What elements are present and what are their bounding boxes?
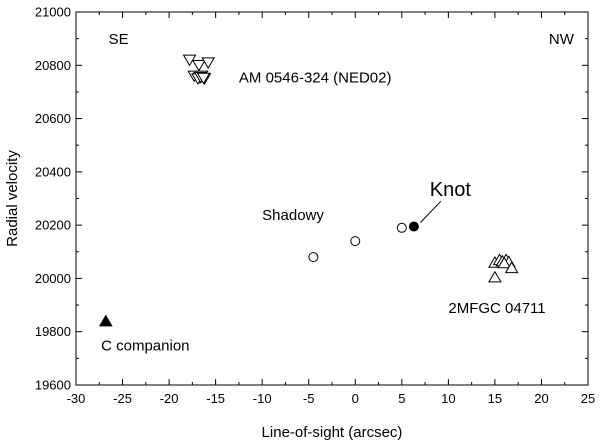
data-point-triangle-down — [201, 57, 216, 70]
annotation-label: 2MFGC 04711 — [448, 300, 545, 317]
x-tick-label: 0 — [352, 391, 359, 406]
annotation-label: AM 0546-324 (NED02) — [239, 70, 392, 87]
x-tick-label: 5 — [398, 391, 405, 406]
x-tick-label: 10 — [441, 391, 455, 406]
data-point-circle-filled — [408, 221, 419, 232]
data-point-triangle-up — [497, 256, 512, 269]
axis-ticks — [75, 11, 589, 386]
x-tick-label: -30 — [67, 391, 86, 406]
y-tick-label: 20800 — [35, 58, 71, 73]
annotation-label: Shadowy — [262, 207, 324, 224]
x-tick-label: 20 — [534, 391, 548, 406]
x-tick-label: -10 — [253, 391, 272, 406]
annotation-label: NW — [549, 31, 575, 48]
data-point-circle-open — [396, 222, 407, 233]
y-tick-label: 19600 — [35, 378, 71, 393]
data-point-circle-open — [350, 236, 361, 247]
annotation-label: SE — [109, 31, 129, 48]
knot-pointer-line — [420, 200, 442, 223]
data-point-triangle-down — [196, 72, 211, 85]
x-axis-label: Line-of-sight (arcsec) — [262, 424, 403, 441]
annotation-label: Knot — [430, 179, 472, 201]
x-tick-label: -5 — [303, 391, 315, 406]
y-tick-label: 20400 — [35, 164, 71, 179]
y-tick-label: 20600 — [35, 111, 71, 126]
x-tick-label: -20 — [160, 391, 179, 406]
x-tick-label: 15 — [488, 391, 502, 406]
y-tick-label: 20000 — [35, 271, 71, 286]
x-tick-label: -15 — [206, 391, 225, 406]
data-point-triangle-up — [504, 261, 519, 274]
data-points — [98, 54, 519, 327]
y-tick-label: 20200 — [35, 218, 71, 233]
data-point-triangle-up — [488, 270, 502, 283]
data-point-triangle-up-filled — [98, 314, 113, 327]
x-tick-label: -25 — [113, 391, 132, 406]
data-point-circle-open — [308, 252, 319, 263]
y-axis-label: Radial velocity — [4, 150, 21, 247]
annotations: SE NW AM 0546-324 (NED02) Shadowy Knot 2MFGC … — [101, 31, 575, 354]
y-tick-label: 19800 — [35, 324, 71, 339]
data-point-triangle-down — [192, 59, 206, 72]
y-tick-label: 21000 — [35, 5, 71, 20]
plot-frame — [75, 11, 589, 386]
x-tick-label: 25 — [581, 391, 595, 406]
annotation-label: C companion — [101, 337, 189, 354]
axis-tick-labels: -30 -25 -20 -15 -10 -5 0 5 10 15 20 25 19600 19800 200… — [35, 5, 595, 407]
